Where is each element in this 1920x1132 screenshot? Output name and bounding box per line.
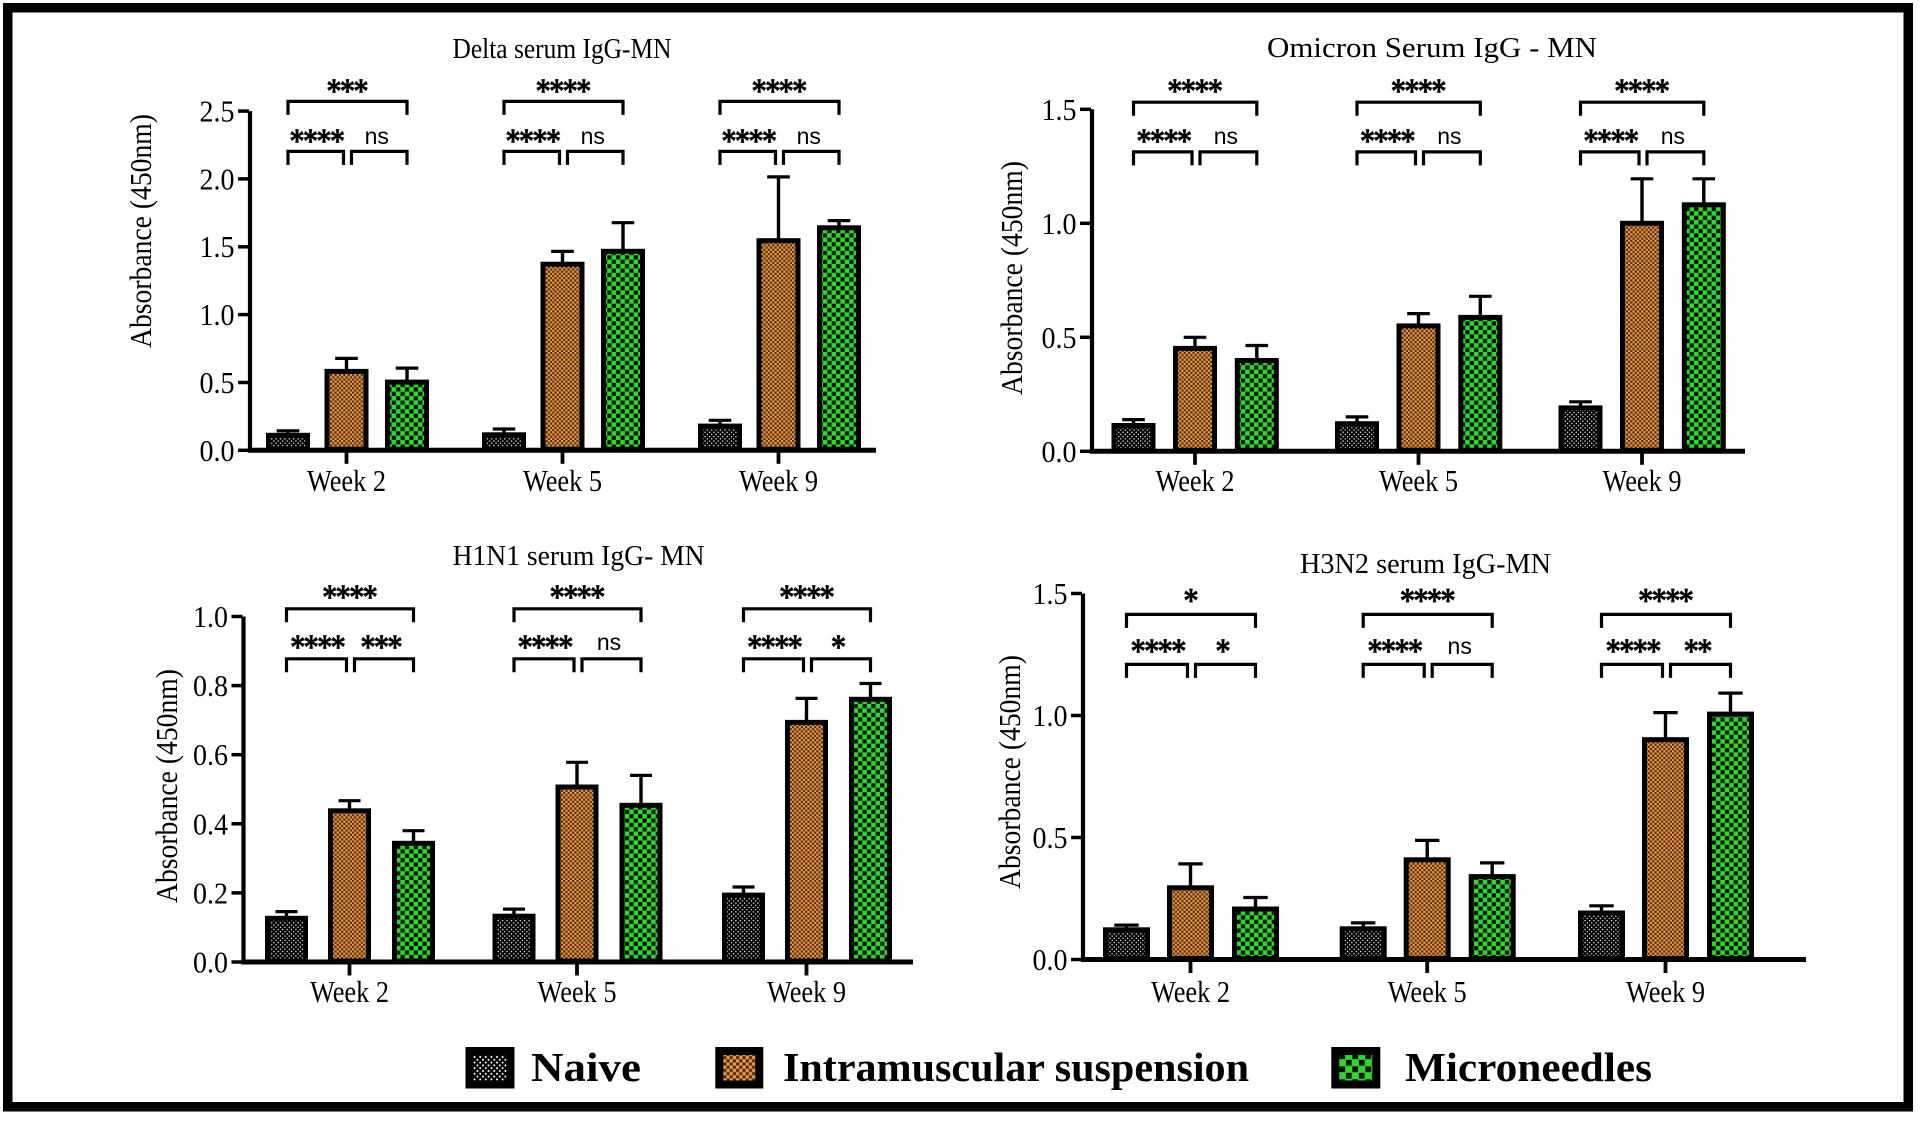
svg-text:2.0: 2.0	[200, 161, 235, 196]
svg-text:0.5: 0.5	[1033, 820, 1068, 855]
svg-text:Naive: Naive	[531, 1044, 641, 1090]
svg-text:Microneedles: Microneedles	[1405, 1044, 1652, 1090]
svg-text:ns: ns	[365, 123, 389, 149]
svg-text:Week 2: Week 2	[310, 975, 389, 1009]
svg-text:0.0: 0.0	[1033, 942, 1068, 977]
svg-text:H3N2 serum IgG-MN: H3N2 serum IgG-MN	[1300, 548, 1551, 580]
svg-text:ns: ns	[797, 123, 821, 149]
svg-text:Week 5: Week 5	[538, 975, 617, 1009]
svg-text:Absorbance (450nm): Absorbance (450nm)	[124, 114, 158, 348]
svg-text:ns: ns	[1437, 123, 1461, 149]
svg-text:Omicron Serum IgG - MN: Omicron Serum IgG - MN	[1267, 32, 1597, 64]
svg-text:Week 2: Week 2	[307, 464, 386, 498]
svg-text:1.0: 1.0	[200, 297, 235, 332]
svg-text:ns: ns	[1448, 633, 1472, 659]
svg-text:Absorbance (450nm): Absorbance (450nm)	[993, 655, 1027, 889]
svg-text:H1N1 serum IgG- MN: H1N1 serum IgG- MN	[453, 540, 705, 572]
svg-text:1.5: 1.5	[1033, 576, 1068, 611]
svg-text:0.2: 0.2	[193, 875, 228, 910]
svg-text:Week 9: Week 9	[767, 975, 846, 1009]
svg-text:Week 9: Week 9	[1603, 464, 1682, 498]
svg-text:Week 9: Week 9	[1626, 975, 1705, 1009]
svg-text:0.8: 0.8	[193, 668, 228, 703]
svg-text:0.4: 0.4	[193, 806, 228, 841]
svg-text:0.6: 0.6	[193, 737, 228, 772]
svg-text:0.0: 0.0	[1042, 434, 1077, 469]
svg-text:Week 5: Week 5	[1388, 975, 1467, 1009]
svg-text:Week 9: Week 9	[739, 464, 818, 498]
svg-text:1.0: 1.0	[1042, 206, 1077, 241]
svg-text:ns: ns	[597, 629, 621, 655]
svg-text:0.0: 0.0	[200, 433, 235, 468]
svg-text:1.0: 1.0	[193, 599, 228, 634]
svg-text:ns: ns	[581, 123, 605, 149]
svg-text:ns: ns	[1214, 123, 1238, 149]
svg-text:Intramuscular suspension: Intramuscular suspension	[783, 1044, 1249, 1090]
svg-text:1.5: 1.5	[1042, 92, 1077, 127]
svg-text:Delta serum IgG-MN: Delta serum IgG-MN	[453, 33, 672, 65]
svg-text:Absorbance (450nm): Absorbance (450nm)	[995, 161, 1029, 395]
svg-text:ns: ns	[1661, 123, 1685, 149]
svg-text:0.5: 0.5	[200, 365, 235, 400]
svg-text:0.5: 0.5	[1042, 320, 1077, 355]
svg-text:0.0: 0.0	[193, 945, 228, 980]
svg-text:Week 5: Week 5	[523, 464, 602, 498]
svg-text:1.5: 1.5	[200, 229, 235, 264]
svg-text:Week 5: Week 5	[1379, 464, 1458, 498]
svg-text:2.5: 2.5	[200, 94, 235, 129]
svg-text:Week 2: Week 2	[1151, 975, 1230, 1009]
svg-text:Absorbance (450nm): Absorbance (450nm)	[150, 669, 184, 903]
svg-text:Week 2: Week 2	[1156, 464, 1235, 498]
svg-text:1.0: 1.0	[1033, 698, 1068, 733]
